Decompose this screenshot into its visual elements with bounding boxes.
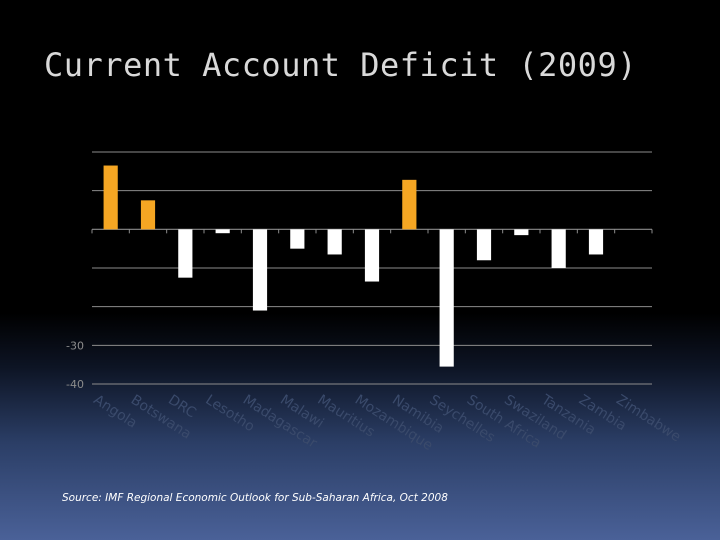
- y-tick-label: -40: [66, 378, 84, 391]
- bar: [364, 229, 380, 282]
- bar: [439, 229, 454, 367]
- bar: [178, 229, 193, 278]
- bars: [103, 165, 604, 367]
- bar: [514, 229, 529, 236]
- bar: [551, 229, 566, 268]
- bar: [252, 229, 268, 311]
- bar: [215, 229, 230, 234]
- bar: [103, 165, 118, 230]
- bar: [476, 229, 492, 261]
- bar: [327, 229, 342, 255]
- source-note: Source: IMF Regional Economic Outlook fo…: [62, 492, 448, 504]
- bar: [290, 229, 305, 249]
- slide-title: Current Account Deficit (2009): [44, 46, 637, 84]
- y-tick-label: -30: [66, 339, 84, 352]
- bar: [402, 179, 417, 230]
- y-tick-labels: -30 -40: [66, 339, 84, 391]
- bar: [588, 229, 604, 255]
- bar: [140, 200, 156, 230]
